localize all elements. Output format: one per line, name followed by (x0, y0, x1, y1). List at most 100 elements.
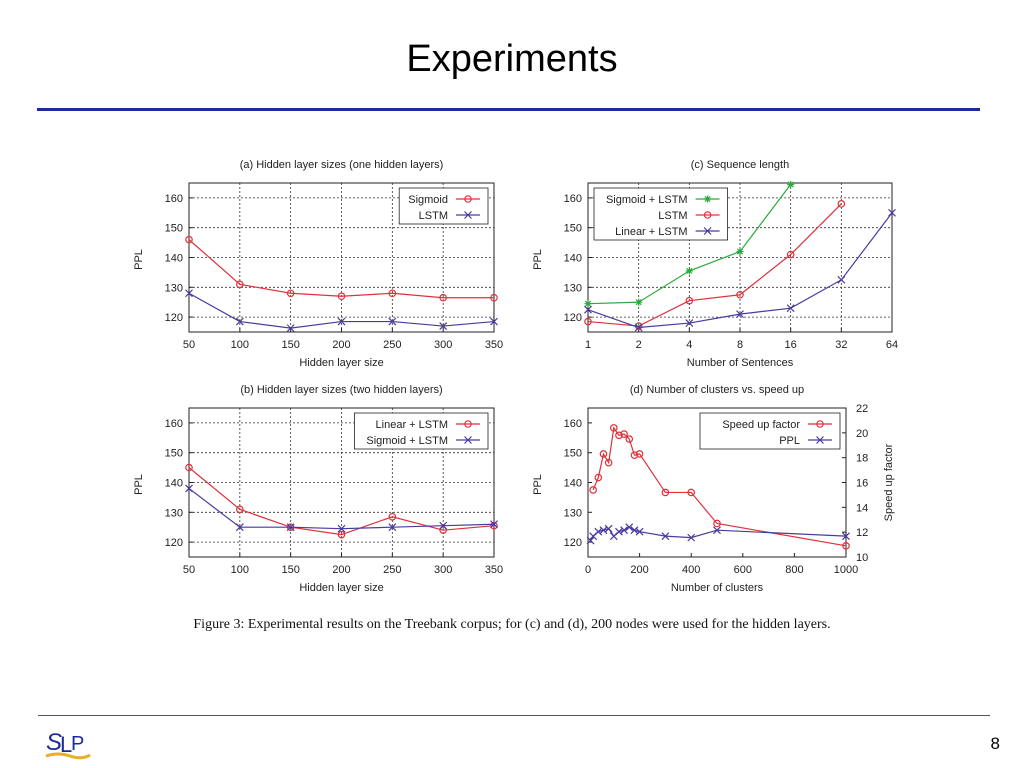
chart-b-tick-label-x: 300 (434, 564, 452, 576)
chart-c-data-point (736, 290, 744, 299)
chart-c-series-line (587, 203, 842, 327)
chart-b-series-line (188, 467, 495, 536)
chart-b-series-0 (185, 463, 498, 539)
chart-a-data-point (388, 289, 397, 298)
chart-b-legend-label: Linear + LSTM (376, 419, 448, 431)
chart-b-tick-label-y: 120 (165, 537, 183, 549)
chart-a-legend-key (456, 195, 480, 203)
chart-a-legend-marker (464, 211, 472, 219)
chart-d-data-point (635, 450, 644, 458)
svg-text:S: S (46, 729, 62, 756)
chart-a-ylabel: PPL (133, 249, 145, 270)
svg-text:P: P (71, 733, 84, 755)
chart-d-tick-label-y2: 18 (856, 453, 868, 465)
chart-d-data-point (615, 527, 623, 536)
chart-d-data-point (615, 431, 623, 440)
chart-b-data-point (185, 484, 193, 493)
chart-d-y2label: Speed up factor (883, 443, 895, 521)
chart-c-data-point (584, 305, 592, 314)
chart-d-tick-label-x: 800 (785, 564, 803, 576)
chart-d-legend-label: PPL (779, 435, 800, 447)
chart-d-data-point (661, 532, 670, 541)
chart-a-data-point (286, 324, 295, 333)
chart-d-data-point (594, 527, 603, 536)
chart-c-legend-marker (703, 211, 712, 219)
chart-c-data-point (786, 304, 795, 313)
chart-b-series-1 (185, 484, 498, 533)
chart-b-legend-marker (464, 436, 472, 444)
chart-b-tick-label-x: 200 (332, 564, 350, 576)
chart-d-ylabel: PPL (532, 474, 544, 495)
chart-c-legend-marker (704, 195, 712, 203)
chart-a-series-line (188, 239, 494, 299)
chart-d-tick-label-x: 400 (682, 564, 700, 576)
chart-d-tick-label-x: 0 (585, 564, 591, 576)
chart-b-xlabel: Hidden layer size (299, 582, 383, 594)
chart-d-title: (d) Number of clusters vs. speed up (630, 384, 804, 396)
chart-c-data-point (584, 317, 592, 326)
chart-b-data-point (388, 523, 397, 532)
chart-c-series-1 (584, 200, 846, 330)
chart-a-data-point (490, 317, 498, 326)
chart-b-title: (b) Hidden layer sizes (two hidden layer… (240, 384, 442, 396)
chart-b-tick-label-y: 160 (165, 418, 183, 430)
chart-d-tick-label-x: 600 (734, 564, 752, 576)
chart-b-tick-label-x: 50 (183, 564, 195, 576)
chart-a-tick-label-x: 200 (332, 339, 350, 351)
chart-d-data-point (620, 430, 628, 438)
chart-d-tick-label-y2: 16 (856, 478, 868, 490)
chart-a-data-point (235, 317, 244, 326)
chart-b-tick-label-y: 150 (165, 448, 183, 460)
chart-c-ylabel: PPL (532, 249, 544, 270)
chart-d-tick-label-y2: 14 (856, 502, 868, 514)
chart-c-tick-label-y: 130 (564, 282, 582, 294)
chart-d-series-1 (586, 523, 850, 545)
chart-d-tick-label-y2: 22 (856, 403, 868, 415)
chart-d-tick-label-y2: 20 (856, 428, 868, 440)
chart-b-data-point (236, 505, 244, 514)
chart-c-data-point (634, 323, 643, 332)
page-number: 8 (990, 734, 1000, 753)
chart-d-legend-key (808, 420, 832, 428)
chart-d-data-point (620, 526, 629, 535)
chart-c-data-point (787, 180, 795, 188)
chart-a-xlabel: Hidden layer size (299, 357, 383, 369)
chart-c-tick-label-y: 160 (564, 193, 582, 205)
chart-d-data-point (630, 526, 639, 535)
chart-c-legend-key (695, 211, 720, 219)
chart-b-legend-key (456, 436, 480, 444)
chart-d-tick-label-y: 160 (564, 418, 582, 430)
chart-c-tick-label-x: 32 (835, 339, 847, 351)
chart-d-data-point (713, 519, 721, 528)
chart-c-tick-label-x: 1 (585, 339, 591, 351)
chart-a-legend-marker (464, 195, 472, 203)
chart-d-legend-marker (816, 420, 824, 428)
chart-d-data-point (604, 524, 613, 533)
chart-a-data-point (337, 317, 346, 326)
chart-d-data-point (625, 523, 634, 532)
chart-d-tick-label-y2: 12 (856, 527, 868, 539)
chart-b-legend-marker (464, 420, 472, 428)
chart-a-tick-label-y: 160 (165, 193, 183, 205)
chart-b-data-point (235, 523, 244, 532)
chart-b-tick-label-x: 350 (485, 564, 503, 576)
chart-a-tick-label-y: 120 (165, 312, 183, 324)
chart-d-tick-label-x: 1000 (834, 564, 858, 576)
chart-d-data-point (713, 526, 721, 535)
chart-d-data-point (661, 488, 670, 497)
chart-a-series-1 (185, 289, 498, 333)
chart-a-data-point (439, 322, 448, 330)
chart-d-data-point (599, 526, 608, 535)
chart-b-data-point (286, 523, 295, 532)
chart-c-data-point (786, 250, 795, 259)
chart-c-tick-label-x: 2 (636, 339, 642, 351)
chart-a-title: (a) Hidden layer sizes (one hidden layer… (240, 159, 444, 171)
chart-d-data-point (630, 451, 639, 459)
chart-a-data-point (236, 280, 244, 289)
chart-b-data-point (490, 520, 498, 529)
chart-a-tick-label-x: 250 (383, 339, 401, 351)
chart-c-data-point (736, 310, 744, 319)
chart-d-data-point (842, 542, 850, 550)
svg-text:L: L (60, 732, 72, 757)
